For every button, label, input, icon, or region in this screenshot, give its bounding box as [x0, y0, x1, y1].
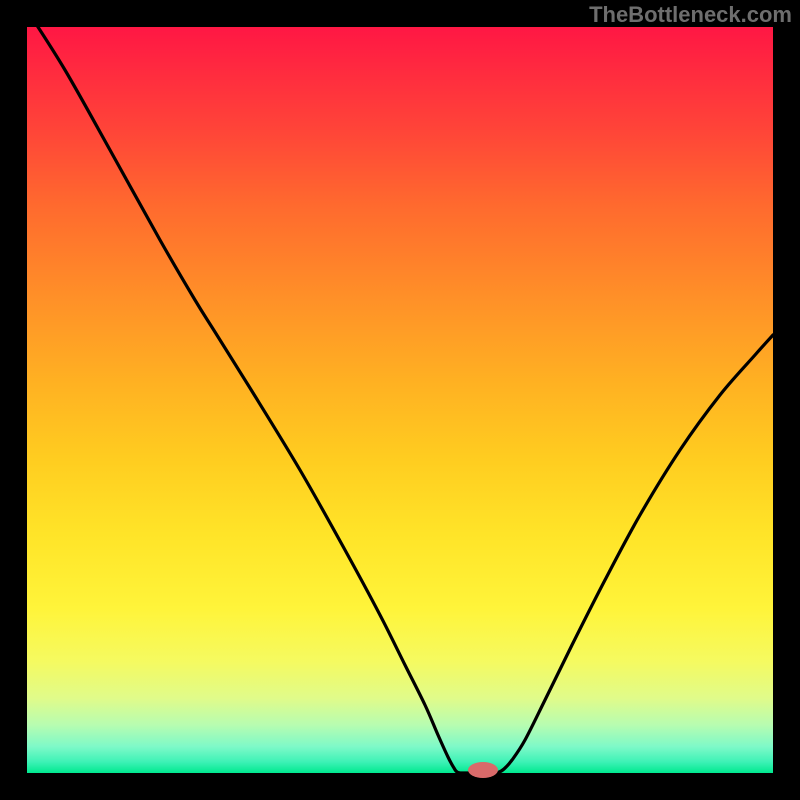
watermark-text: TheBottleneck.com [589, 2, 792, 28]
plot-background [27, 27, 773, 773]
chart-container: TheBottleneck.com [0, 0, 800, 800]
optimum-marker [468, 762, 498, 778]
bottleneck-chart [0, 0, 800, 800]
